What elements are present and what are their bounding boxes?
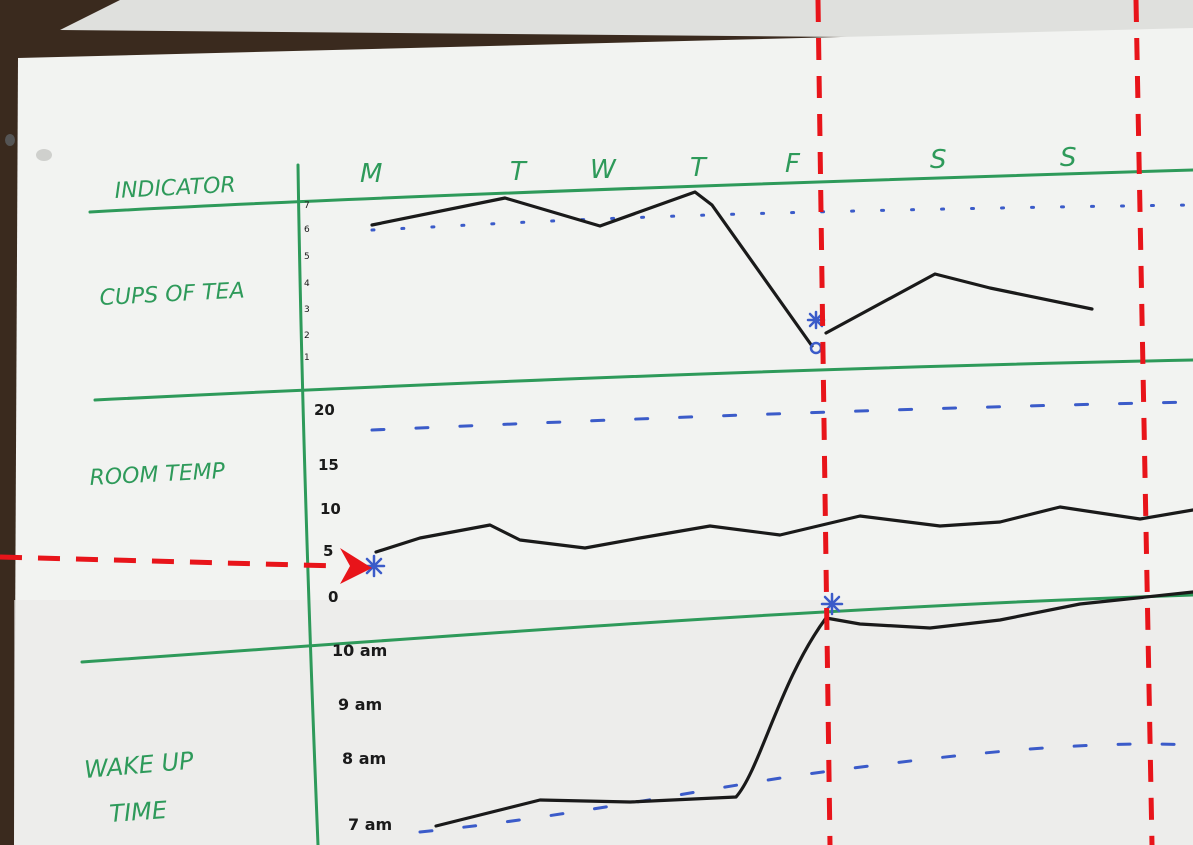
line-wake-up	[434, 590, 1193, 828]
target-dashes-wake	[418, 742, 1193, 834]
day-label: W	[590, 155, 617, 185]
row-label-time: TIME	[108, 796, 168, 828]
scale-wake-up: 10 am 9 am 8 am 7 am	[332, 641, 392, 834]
day-label: S	[1060, 143, 1077, 173]
day-labels: M T W T F S S	[360, 143, 1077, 189]
row-divider-1	[93, 358, 1193, 402]
svg-text:15: 15	[318, 456, 339, 474]
line-room-temp	[374, 505, 1193, 554]
svg-text:8 am: 8 am	[342, 749, 386, 768]
svg-text:4: 4	[304, 279, 310, 289]
scale-room-temp: 20 15 10 5 0	[314, 401, 341, 606]
data-lines	[370, 190, 1193, 828]
red-annotations	[0, 0, 1155, 845]
day-label: T	[690, 153, 708, 183]
svg-text:10: 10	[320, 500, 341, 518]
red-dashed-arrow-icon	[340, 548, 372, 584]
grid-lines	[80, 163, 1193, 845]
svg-text:5: 5	[323, 542, 333, 560]
red-dashed-arrow-shaft	[0, 554, 339, 569]
svg-text:6: 6	[304, 225, 310, 235]
binder-hole	[36, 149, 52, 161]
red-dashed-vertical-friday	[815, 0, 833, 845]
svg-text:3: 3	[304, 305, 310, 315]
binder-hole	[5, 134, 15, 146]
row-divider-2	[80, 593, 1193, 664]
day-label: F	[785, 149, 801, 179]
target-dashes	[370, 400, 1193, 834]
day-label: T	[510, 157, 528, 187]
svg-text:7: 7	[304, 201, 310, 211]
red-dashed-vertical-sunday	[1133, 0, 1155, 845]
label-column-divider	[296, 163, 320, 845]
svg-text:1: 1	[304, 353, 310, 363]
asterisk-marker	[820, 592, 844, 616]
scale-cups: 7 6 5 4 3 2 1	[304, 201, 310, 363]
day-label: S	[930, 145, 947, 175]
svg-text:7 am: 7 am	[348, 815, 392, 834]
svg-text:2: 2	[304, 331, 310, 341]
back-sheet	[60, 0, 1193, 40]
paper-shade	[14, 600, 1193, 845]
line-cups-of-tea	[370, 190, 1094, 348]
svg-text:0: 0	[328, 588, 338, 606]
svg-text:10 am: 10 am	[332, 641, 387, 660]
svg-text:20: 20	[314, 401, 335, 419]
svg-text:9 am: 9 am	[338, 695, 382, 714]
day-label: M	[360, 159, 382, 189]
header-divider	[88, 168, 1193, 214]
svg-text:5: 5	[304, 252, 310, 262]
